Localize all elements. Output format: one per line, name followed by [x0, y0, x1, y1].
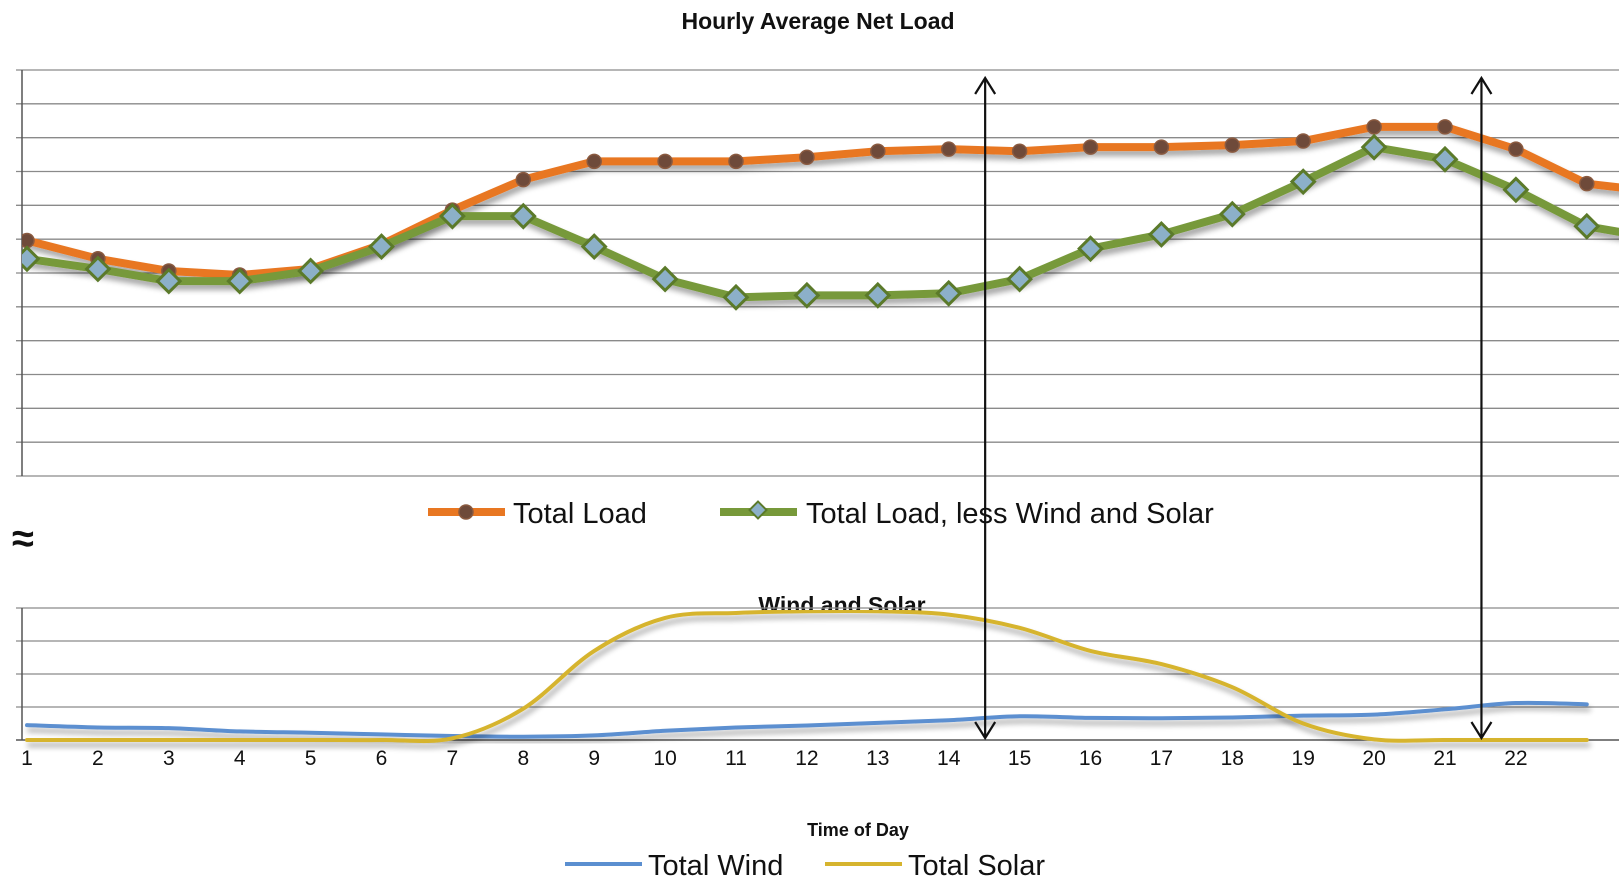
- x-tick-label: 20: [1362, 747, 1385, 770]
- bottom-chart-title: Wind and Solar: [758, 592, 925, 618]
- x-tick-label: 18: [1221, 747, 1244, 770]
- point-total-load-less-wind-solar: [155, 267, 183, 295]
- bottom-chart: Wind and Solar 1 2 3 4 5 6 7 8 9 10 11 12 13 14 15 16 17…: [16, 592, 1619, 878]
- annotation-arrow-head-up: [1470, 75, 1493, 95]
- x-tick-label: 17: [1150, 747, 1173, 770]
- bottom-chart-legend: Total Wind Total Solar: [565, 850, 1045, 878]
- top-chart-gridlines: [16, 69, 1619, 477]
- legend-label-total-solar: Total Solar: [908, 850, 1045, 878]
- point-total-load: [799, 149, 815, 166]
- point-total-load-less-wind-solar: [1077, 235, 1104, 263]
- top-chart-legend: Total Load Total Load, less Wind and Sol…: [428, 498, 1214, 530]
- x-tick-label: 10: [653, 747, 676, 770]
- point-total-load: [1224, 137, 1241, 153]
- x-tick-label: 11: [725, 747, 747, 770]
- point-total-load: [657, 153, 673, 170]
- point-total-load: [515, 171, 532, 188]
- x-tick-label: 14: [937, 747, 961, 770]
- x-tick-label: 7: [447, 747, 459, 770]
- x-tick-label: 15: [1008, 747, 1031, 770]
- x-tick-label: 16: [1079, 747, 1102, 770]
- annotation-arrow-head-up: [974, 75, 997, 95]
- legend-label-total-load: Total Load: [513, 498, 647, 530]
- x-tick-label: 9: [588, 747, 600, 770]
- point-total-load-less-wind-solar: [1573, 212, 1601, 240]
- point-total-load-less-wind-solar: [368, 233, 395, 261]
- legend-marker-total-load: [458, 504, 474, 520]
- x-tick-label: 21: [1433, 747, 1456, 770]
- point-total-load-less-wind-solar: [1502, 176, 1530, 204]
- top-chart-markers: [22, 119, 1601, 311]
- point-total-load-less-wind-solar: [1006, 265, 1034, 293]
- point-total-load-less-wind-solar: [297, 257, 325, 285]
- bottom-chart-series: [25, 610, 1589, 744]
- x-tick-label: 1: [21, 747, 33, 770]
- point-total-load: [1082, 139, 1099, 155]
- point-total-load: [1011, 143, 1028, 159]
- point-total-load-less-wind-solar: [935, 279, 963, 307]
- x-tick-label: 22: [1504, 747, 1527, 770]
- point-total-load: [1508, 141, 1524, 157]
- point-total-load-less-wind-solar: [1431, 145, 1459, 173]
- point-total-load: [1366, 119, 1382, 135]
- point-total-load: [1437, 119, 1453, 135]
- bottom-chart-gridlines: [16, 607, 1619, 741]
- x-tick-label: 2: [92, 747, 104, 770]
- point-total-load-less-wind-solar: [22, 245, 41, 273]
- point-total-load-less-wind-solar: [84, 255, 112, 283]
- point-total-load: [1153, 139, 1170, 155]
- point-total-load-less-wind-solar: [722, 283, 750, 311]
- point-total-load-less-wind-solar: [580, 233, 608, 261]
- axis-break-symbol: ≈: [12, 517, 34, 561]
- point-total-load: [1295, 133, 1311, 149]
- point-total-load: [586, 153, 602, 170]
- bottom-chart-x-tick-labels: 1 2 3 4 5 6 7 8 9 10 11 12 13 14 15 16 17 18 19 20 21 22: [21, 747, 1527, 770]
- legend-label-total-load-less: Total Load, less Wind and Solar: [806, 498, 1214, 530]
- point-total-load-less-wind-solar: [509, 202, 537, 230]
- point-total-load-less-wind-solar: [793, 281, 821, 309]
- point-total-load-less-wind-solar: [1360, 133, 1388, 161]
- x-tick-label: 5: [305, 747, 317, 770]
- point-total-load: [940, 141, 957, 157]
- legend-label-total-wind: Total Wind: [648, 850, 783, 878]
- annotation-arrow-head-down: [974, 721, 997, 741]
- top-chart: Hourly Average Net Load Total Load Total…: [12, 8, 1619, 561]
- point-total-load-less-wind-solar: [1147, 220, 1175, 248]
- legend-marker-total-load-less: [748, 500, 768, 520]
- point-total-load-less-wind-solar: [226, 267, 254, 295]
- point-total-load: [1579, 175, 1595, 192]
- x-axis-title: Time of Day: [807, 820, 909, 840]
- series-line-total-load-less-wind-solar: [23, 143, 1619, 302]
- annotation-arrow-head-down: [1470, 721, 1493, 741]
- point-total-load-less-wind-solar: [651, 265, 679, 293]
- point-total-load-less-wind-solar: [1289, 168, 1317, 196]
- series-line-total-solar: [25, 610, 1589, 744]
- point-total-load-less-wind-solar: [1218, 200, 1246, 228]
- point-total-load: [870, 143, 886, 159]
- x-tick-label: 4: [234, 747, 246, 770]
- top-chart-title: Hourly Average Net Load: [681, 8, 954, 34]
- annotation-arrows: [974, 75, 1493, 741]
- point-total-load: [728, 153, 744, 170]
- x-tick-label: 19: [1292, 747, 1315, 770]
- point-total-load-less-wind-solar: [864, 281, 892, 309]
- x-tick-label: 13: [866, 747, 889, 770]
- x-tick-label: 3: [163, 747, 175, 770]
- x-tick-label: 8: [517, 747, 529, 770]
- series-line-total-wind: [25, 700, 1589, 739]
- point-total-load-less-wind-solar: [438, 202, 466, 230]
- x-tick-label: 6: [376, 747, 388, 770]
- x-tick-label: 12: [795, 747, 818, 770]
